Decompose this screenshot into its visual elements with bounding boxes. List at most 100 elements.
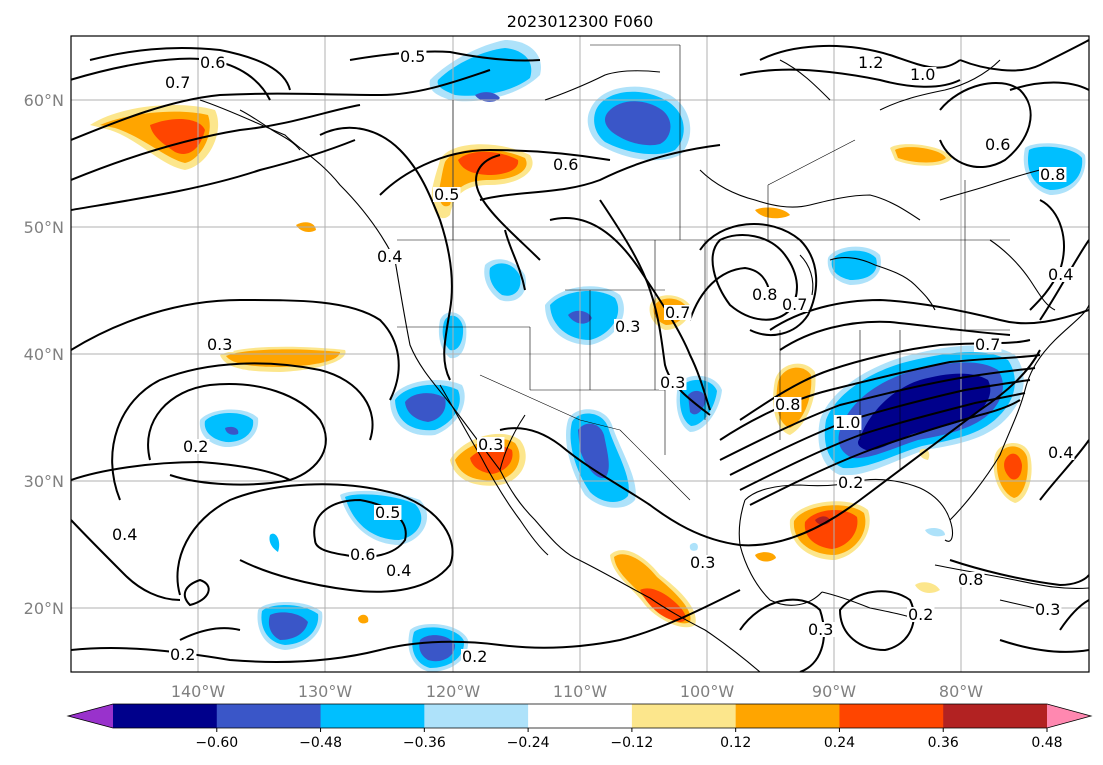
contour-label: 0.6	[350, 545, 375, 564]
colorbar-tick-label: −0.36	[403, 735, 446, 751]
colorbar-segment	[528, 704, 633, 728]
contour-label-halo	[206, 337, 234, 352]
colorbar-tick-labels: −0.60 −0.48 −0.36 −0.24 −0.12 0.12 0.24 0.36 0.4…	[195, 728, 1063, 751]
contour-label-halo	[477, 437, 505, 452]
lon-label: 120°W	[426, 682, 481, 701]
colorbar-segment	[839, 704, 944, 728]
graticule	[71, 36, 1089, 672]
colorbar-tick-label: −0.12	[610, 735, 653, 751]
contour-label: 0.4	[1048, 443, 1073, 462]
contour-label-halo	[349, 547, 377, 562]
contour-label-halo	[111, 527, 139, 542]
contour-label-halo	[857, 55, 885, 70]
contour-label: 0.7	[975, 335, 1000, 354]
lat-label: 30°N	[24, 472, 64, 491]
contour-label-halo	[974, 337, 1002, 352]
contour-label-halo	[781, 297, 809, 312]
colorbar-segment	[943, 704, 1048, 728]
contour-label-halo	[552, 157, 580, 172]
colorbar-segment	[631, 704, 737, 728]
contour-label: 0.6	[553, 155, 578, 174]
contour-label: 0.3	[660, 373, 685, 392]
political-borders	[397, 44, 1010, 501]
colorbar-tick-label: 0.48	[1031, 735, 1062, 751]
contour-label-halo	[164, 75, 192, 90]
contour-label-halo	[689, 555, 717, 570]
latitude-labels: 60°N 50°N 40°N 30°N 20°N	[24, 91, 64, 618]
contour-label: 0.7	[665, 303, 690, 322]
contour-label-halo	[461, 649, 489, 664]
contour-label-halo	[182, 439, 210, 454]
contour-label: 0.8	[775, 395, 800, 414]
contour-label: 0.8	[958, 570, 983, 589]
lon-label: 140°W	[171, 682, 226, 701]
contour-label: 0.5	[375, 503, 400, 522]
contour-label: 0.7	[782, 295, 807, 314]
contour-label-halo	[834, 415, 862, 430]
contour-label: 0.3	[615, 317, 640, 336]
contour-label-halo	[837, 475, 865, 490]
contour-label: 0.2	[183, 437, 208, 456]
contour-labels: 0.5 0.6 0.7 1.2 1.0 0.6 0.5 0.6 0.4 0.3 …	[111, 47, 1075, 666]
colorbar-tick-label: 0.24	[824, 735, 855, 751]
contour-label-halo	[751, 287, 779, 302]
contour-label: 1.0	[835, 413, 860, 432]
contour-label: 0.2	[838, 473, 863, 492]
contour-label-halo	[433, 187, 461, 202]
contour-label-halo	[1047, 445, 1075, 460]
contour-label: 1.2	[858, 53, 883, 72]
figure-title: 2023012300 F060	[507, 12, 654, 31]
contour-label: 0.8	[1040, 165, 1065, 184]
colorbar-tick-label: −0.60	[195, 735, 238, 751]
contour-label-halo	[957, 572, 985, 587]
colorbar-segment	[735, 704, 840, 728]
contour-label: 0.6	[985, 135, 1010, 154]
contour-label-halo	[664, 305, 692, 320]
colorbar-tick-label: −0.48	[299, 735, 342, 751]
lon-label: 100°W	[680, 682, 735, 701]
contour-label: 0.4	[386, 561, 411, 580]
contour-label-halo	[385, 563, 413, 578]
shaded-field	[90, 40, 1086, 672]
contour-label: 1.0	[910, 65, 935, 84]
contour-label: 0.4	[377, 247, 402, 266]
contour-label: 0.2	[908, 605, 933, 624]
lon-label: 90°W	[812, 682, 856, 701]
colorbar-segment	[113, 704, 218, 728]
lat-label: 20°N	[24, 599, 64, 618]
colorbar-segment	[424, 704, 529, 728]
contour-label: 0.3	[808, 620, 833, 639]
contour-label: 0.4	[112, 525, 137, 544]
colorbar-segment	[216, 704, 322, 728]
contour-label-halo	[376, 249, 404, 264]
lat-label: 40°N	[24, 345, 64, 364]
contour-label: 0.3	[207, 335, 232, 354]
contour-label: 0.4	[1048, 265, 1073, 284]
lat-label: 50°N	[24, 218, 64, 237]
contour-label: 0.3	[1035, 600, 1060, 619]
contour-label-halo	[614, 319, 642, 334]
lon-label: 110°W	[553, 682, 608, 701]
contour-label: 0.3	[478, 435, 503, 454]
contour-label-halo	[909, 67, 937, 82]
contour-label: 0.7	[165, 73, 190, 92]
colorbar-tick-label: −0.24	[507, 735, 550, 751]
colorbar-extend-low	[68, 704, 113, 728]
contour-label-halo	[199, 55, 227, 70]
contour-label-halo	[1047, 267, 1075, 282]
colorbar	[66, 703, 1093, 729]
longitude-labels: 140°W 130°W 120°W 110°W 100°W 90°W 80°W	[171, 682, 983, 701]
colorbar-tick-label: 0.12	[720, 735, 751, 751]
map-frame	[70, 35, 1090, 673]
colorbar-segment	[320, 704, 425, 728]
lon-label: 130°W	[298, 682, 353, 701]
colorbar-extend-high	[1047, 704, 1091, 728]
contour-label-halo	[374, 505, 402, 520]
contour-label-halo	[807, 622, 835, 637]
contour-label-halo	[169, 647, 197, 662]
contour-label: 0.2	[462, 647, 487, 666]
lat-label: 60°N	[24, 91, 64, 110]
contour-label-halo	[774, 397, 802, 412]
contour-label-halo	[984, 137, 1012, 152]
